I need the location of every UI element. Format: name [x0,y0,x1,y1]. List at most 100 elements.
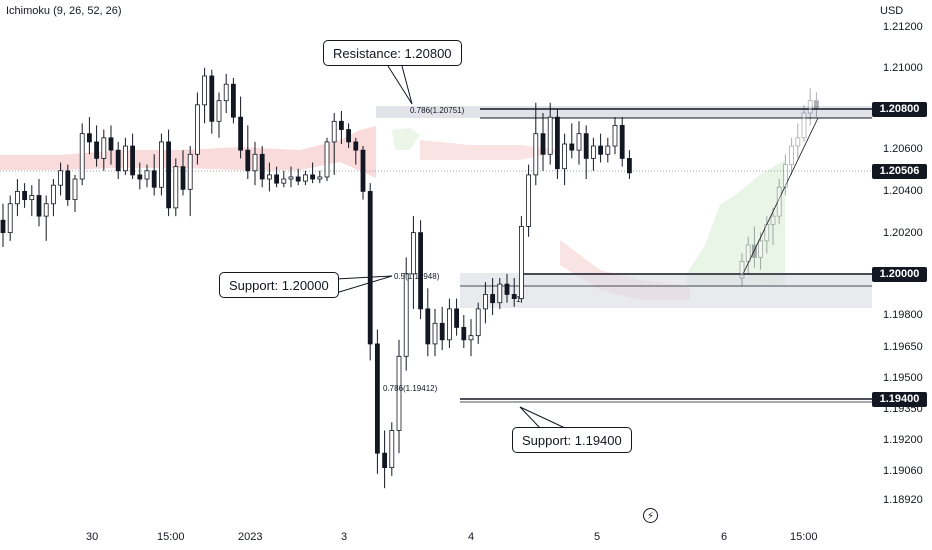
candle [259,146,265,188]
candle-faint [795,123,801,159]
support-1-callout[interactable]: Support: 1.20000 [219,272,339,298]
candle-faint [783,154,788,196]
lightning-icon[interactable]: ⚡ [643,508,658,523]
ichimoku-cloud-bearish [420,140,560,160]
fib-label-0786-low: 0.786(1.19412) [383,384,438,393]
candle [158,133,164,196]
candle [223,73,229,114]
candle [209,69,215,134]
candle [410,216,416,309]
ichimoku-cloud-bullish [686,160,785,287]
candle [87,117,92,155]
resistance-price-tag: 1.20800 [872,102,927,117]
candle [598,133,603,163]
candle [115,141,121,180]
candle-faint [739,253,745,287]
price-axis-label: 1.20600 [883,143,923,155]
candle [108,125,114,165]
candle [151,154,157,196]
candle [58,162,63,196]
candle [504,273,510,303]
candle [166,129,172,217]
fib-label-1: 1 [516,295,521,304]
support-2-callout[interactable]: Support: 1.19400 [512,427,632,453]
current-price-tag: 1.20506 [872,164,927,179]
price-axis-label: 1.20200 [883,227,923,239]
price-axis-label: 1.21000 [883,62,923,74]
candle-faint [752,226,757,268]
candles [0,67,632,489]
candle [288,166,294,188]
support-zone [460,273,872,308]
support-2-price-tag: 1.19400 [872,392,927,407]
candle [144,164,150,188]
candle [331,113,337,175]
candle [22,183,28,208]
candle [137,162,143,190]
candle [446,298,452,349]
candle [252,141,258,186]
candle [382,430,388,489]
time-axis-label: 15:00 [790,531,818,543]
candle [187,146,193,217]
candle [7,195,13,241]
candle [310,162,316,184]
time-axis-label: 6 [721,531,728,543]
candle [216,92,222,138]
candle [238,96,244,159]
candle [540,113,546,171]
faint-candles [739,88,819,287]
candle [396,339,402,454]
time-axis-label: 5 [594,531,601,543]
candle [461,315,467,349]
time-axis-label: 30 [86,531,99,543]
candle [94,125,99,167]
ichimoku-cloud-bearish [0,126,376,178]
candle [65,164,71,206]
candle [123,137,128,175]
candle [425,288,431,357]
candle [432,308,438,357]
resistance-callout[interactable]: Resistance: 1.20800 [323,40,462,66]
candle-faint [789,137,794,175]
candle [0,203,6,248]
indicator-label[interactable]: Ichimoku (9, 26, 52, 26) [6,5,122,17]
candle-faint [764,216,770,254]
candle [526,164,531,237]
candle [353,137,359,165]
candle [497,277,503,309]
support-1-price-tag: 1.20000 [872,267,927,282]
candle [360,146,366,200]
candle [266,162,272,192]
fib-label-0786-top: 0.786(1.20751) [410,106,465,115]
candle [43,195,49,241]
price-axis-label: 1.21200 [883,21,923,33]
candle-faint [770,207,776,245]
candle [519,216,524,303]
candle [605,137,611,163]
candle-faint [814,92,819,118]
candle [274,166,280,188]
candle [627,150,632,180]
candle-faint [801,104,807,142]
candle [281,170,287,188]
resistance-pointer [387,65,413,105]
candle [36,179,42,227]
candle [511,277,517,307]
support-1-pointer [335,275,393,294]
price-axis-label: 1.19650 [883,341,923,353]
candle [583,125,589,180]
candle [180,150,186,196]
candle [374,329,380,474]
candle [619,117,625,167]
candle [194,92,200,165]
candle [29,185,35,217]
candle [317,170,323,184]
price-axis-label: 1.20400 [883,185,923,197]
candle [389,422,395,476]
candle [79,123,85,186]
fib-label-05: 0.5(1.19948) [394,272,440,281]
candle [230,78,236,124]
candle [302,170,308,186]
